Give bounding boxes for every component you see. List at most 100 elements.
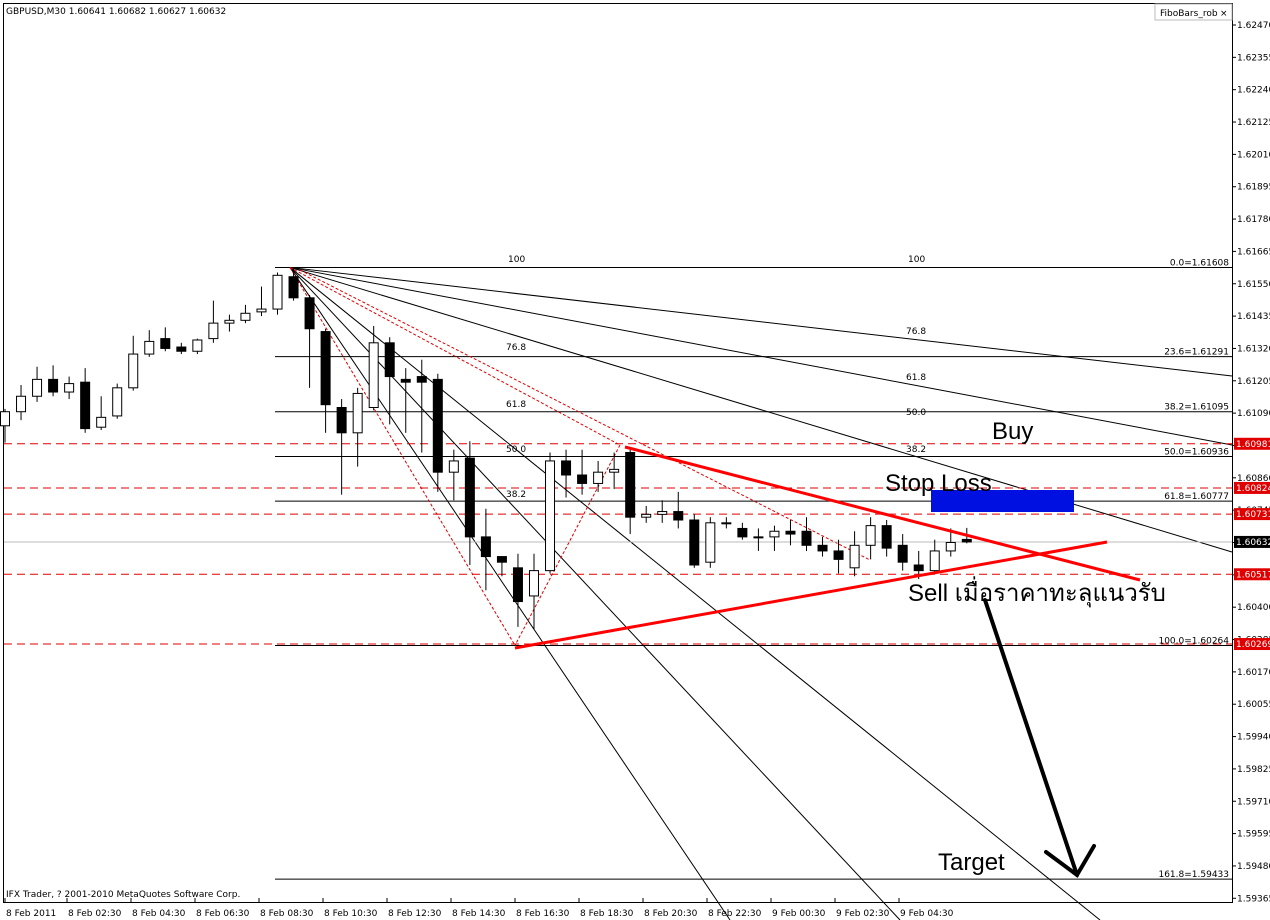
x-tick-label: 8 Feb 22:30 xyxy=(708,909,762,919)
candle-body xyxy=(897,544,908,563)
price-level-badge xyxy=(1234,437,1270,450)
price-level-badge xyxy=(1234,481,1270,494)
candle-body xyxy=(224,319,235,324)
candle-body xyxy=(753,536,764,539)
candle-body xyxy=(593,471,604,484)
y-tick-label: 1.61665 xyxy=(1237,247,1270,257)
y-tick-label: 1.60400 xyxy=(1237,603,1270,613)
y-tick-label: 1.62470 xyxy=(1237,21,1270,31)
y-tick-label: 1.59825 xyxy=(1237,765,1270,775)
candle-body xyxy=(769,530,780,538)
y-tick-label: 1.61435 xyxy=(1237,312,1270,322)
price-level-label: 1.60517 xyxy=(1236,570,1270,580)
candle-body xyxy=(400,378,411,383)
candle-body xyxy=(288,276,299,299)
fan-label: 38.2 xyxy=(906,445,926,455)
price-levels: 1.60981 1.60824 1.60731 1.60632 1.60517 1.602… xyxy=(4,437,1270,651)
fibo-level-label: 61.8=1.60777 xyxy=(1164,492,1229,502)
x-tick-label: 9 Feb 04:30 xyxy=(900,909,954,919)
y-tick-label: 1.62355 xyxy=(1237,53,1270,63)
trend-lines xyxy=(514,445,1141,650)
candle-body xyxy=(416,376,427,383)
price-level-label: 1.60269 xyxy=(1236,640,1270,650)
x-tick-label: 8 Feb 10:30 xyxy=(324,909,378,919)
y-tick-label: 1.59595 xyxy=(1237,830,1270,840)
candle-body xyxy=(336,407,347,434)
candle-body xyxy=(176,346,187,352)
price-level-badge xyxy=(1234,508,1270,521)
y-tick-label: 1.61205 xyxy=(1237,377,1270,387)
price-level-label: 1.60824 xyxy=(1236,484,1270,494)
x-tick-label: 8 Feb 12:30 xyxy=(388,909,442,919)
candle-body xyxy=(448,460,459,473)
x-tick-label: 8 Feb 06:30 xyxy=(196,909,250,919)
price-level-badge xyxy=(1234,568,1270,581)
candle-body xyxy=(384,342,395,378)
fibo-fan: 100 76.8 61.8 50.0 38.2 100 76.8 61.8 50.0 38.2 xyxy=(289,255,1233,920)
y-tick-label: 1.61895 xyxy=(1237,183,1270,193)
fan-label: 76.8 xyxy=(506,343,526,353)
candle-body xyxy=(32,378,43,397)
candle-body xyxy=(240,312,251,321)
candle-body xyxy=(128,353,139,389)
plot-area xyxy=(3,3,1233,903)
candle-body xyxy=(432,378,443,473)
x-tick-label: 8 Feb 02:30 xyxy=(68,909,122,919)
y-tick-label: 1.62010 xyxy=(1237,150,1270,160)
candle-body xyxy=(641,513,652,518)
candle-body xyxy=(945,542,956,552)
candle-body xyxy=(16,395,27,413)
candle-body xyxy=(609,468,620,473)
y-tick-label: 1.60170 xyxy=(1237,668,1270,678)
fibo-level-label: 0.0=1.61608 xyxy=(1170,258,1229,268)
indicator-label: FiboBars_rob xyxy=(1160,9,1218,19)
candle-body xyxy=(545,460,556,572)
candle-body xyxy=(352,392,363,434)
price-level-badge xyxy=(1234,638,1270,651)
fan-label: 50.0 xyxy=(906,408,926,418)
candle-body xyxy=(304,297,315,330)
fan-label: 76.8 xyxy=(906,327,926,337)
candle-body xyxy=(929,550,940,572)
candle-body xyxy=(833,550,844,560)
candle-body xyxy=(192,339,203,352)
y-tick-label: 1.61780 xyxy=(1237,215,1270,225)
candle-body xyxy=(865,525,876,546)
x-tick-label: 9 Feb 02:30 xyxy=(836,909,890,919)
candle-body xyxy=(785,530,796,535)
fibo-level-label: 100.0=1.60264 xyxy=(1158,636,1229,646)
candle-body xyxy=(512,567,523,603)
y-tick-label: 1.61320 xyxy=(1237,344,1270,354)
x-tick-label: 8 Feb 18:30 xyxy=(580,909,634,919)
fan-swing-line xyxy=(299,269,871,561)
x-tick-label: 8 Feb 2011 xyxy=(6,909,56,919)
candle-body xyxy=(368,342,379,408)
y-tick-label: 1.61090 xyxy=(1237,409,1270,419)
y-tick-label: 1.62125 xyxy=(1237,118,1270,128)
fan-label: 61.8 xyxy=(906,373,926,383)
candles xyxy=(0,267,972,630)
candle-body xyxy=(208,322,219,340)
fan-line xyxy=(289,266,1233,553)
candle-body xyxy=(80,381,91,430)
candle-body xyxy=(160,338,171,349)
buy-annotation: Buy xyxy=(992,418,1033,445)
close-icon[interactable]: × xyxy=(1220,9,1228,19)
candle-body xyxy=(528,570,539,597)
x-tick-label: 8 Feb 14:30 xyxy=(452,909,506,919)
fan-line xyxy=(289,266,1233,446)
y-axis: 1.62470 1.62355 1.62240 1.62125 1.62010 1.618… xyxy=(1232,21,1270,904)
candle-body xyxy=(849,544,860,569)
candle-body xyxy=(320,331,331,406)
fibo-level-label: 161.8=1.59433 xyxy=(1158,870,1229,880)
candle-body xyxy=(737,527,748,538)
candle-body xyxy=(96,416,107,428)
candle-body xyxy=(657,511,668,515)
candle-body xyxy=(464,457,475,538)
fibo-level-label: 23.6=1.61291 xyxy=(1164,348,1229,358)
target-arrow xyxy=(983,598,1096,878)
x-axis: 8 Feb 2011 8 Feb 02:30 8 Feb 04:30 8 Feb 06… xyxy=(4,898,954,919)
price-level-label: 1.60632 xyxy=(1236,538,1270,548)
candle-body xyxy=(817,544,828,552)
